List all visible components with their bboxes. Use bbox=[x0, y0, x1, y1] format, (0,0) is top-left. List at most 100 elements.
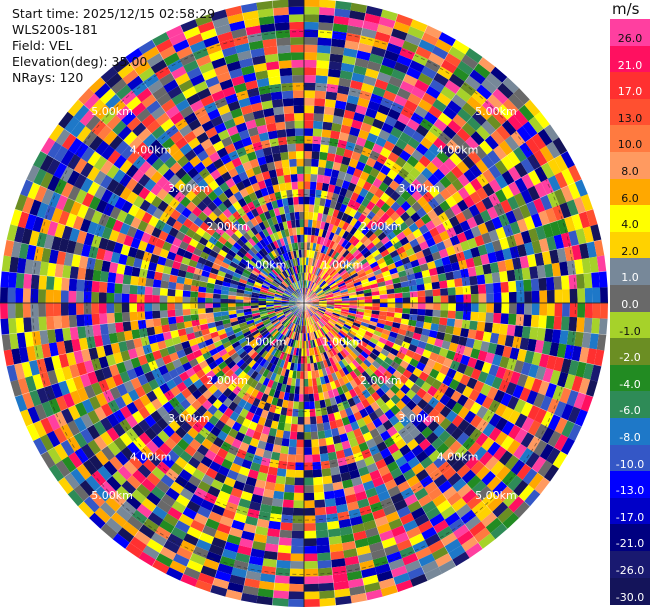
velocity-gate bbox=[138, 432, 152, 446]
velocity-gate bbox=[159, 295, 168, 303]
velocity-gate bbox=[323, 206, 330, 215]
velocity-gate bbox=[466, 475, 482, 490]
velocity-gate bbox=[518, 104, 535, 122]
velocity-gate bbox=[407, 26, 425, 40]
velocity-gate bbox=[332, 289, 341, 294]
velocity-gate bbox=[288, 439, 297, 448]
ray-separator bbox=[303, 239, 602, 304]
velocity-gate bbox=[265, 276, 274, 283]
velocity-gate bbox=[364, 13, 381, 24]
velocity-gate bbox=[321, 316, 329, 323]
velocity-gate bbox=[169, 161, 182, 174]
velocity-gate bbox=[150, 532, 168, 547]
velocity-gate bbox=[281, 318, 288, 325]
range-ring-label: 1.00km bbox=[322, 335, 364, 348]
velocity-gate bbox=[220, 154, 232, 165]
velocity-gate bbox=[294, 308, 300, 316]
velocity-gate bbox=[218, 348, 228, 357]
velocity-gate bbox=[217, 129, 230, 141]
velocity-gate bbox=[211, 335, 221, 344]
velocity-gate bbox=[408, 373, 419, 384]
velocity-gate bbox=[200, 94, 215, 107]
velocity-gate bbox=[130, 320, 139, 331]
velocity-gate bbox=[402, 40, 419, 54]
velocity-gate bbox=[250, 246, 259, 255]
velocity-gate bbox=[337, 245, 345, 254]
velocity-gate bbox=[411, 130, 425, 144]
velocity-gate bbox=[286, 136, 296, 145]
velocity-gate bbox=[177, 328, 187, 337]
velocity-gate bbox=[288, 158, 297, 167]
velocity-gate bbox=[271, 98, 284, 108]
velocity-gate bbox=[467, 441, 482, 456]
velocity-gate bbox=[209, 461, 222, 473]
range-ring-labels: 1.00km1.00km1.00km1.00km2.00km2.00km2.00… bbox=[91, 105, 516, 502]
velocity-gate bbox=[493, 282, 502, 294]
velocity-gate bbox=[470, 177, 483, 192]
velocity-gate bbox=[175, 309, 184, 317]
velocity-gate bbox=[273, 582, 290, 592]
velocity-gate bbox=[23, 317, 32, 333]
velocity-gate bbox=[151, 157, 165, 171]
velocity-gate bbox=[363, 358, 372, 368]
velocity-gate bbox=[574, 259, 584, 275]
velocity-gate bbox=[366, 220, 376, 230]
velocity-gate bbox=[433, 181, 446, 193]
velocity-gate bbox=[456, 231, 468, 244]
velocity-gate bbox=[136, 87, 153, 103]
velocity-gate bbox=[366, 355, 375, 364]
velocity-gate bbox=[326, 83, 339, 93]
velocity-gate bbox=[304, 394, 310, 402]
velocity-gate bbox=[145, 278, 154, 288]
velocity-gate bbox=[172, 375, 183, 386]
ray-separator bbox=[6, 302, 305, 367]
velocity-gate bbox=[182, 303, 191, 310]
velocity-gate bbox=[284, 345, 290, 354]
velocity-gate bbox=[500, 435, 515, 451]
velocity-gate bbox=[345, 373, 354, 382]
velocity-gate bbox=[426, 161, 439, 174]
velocity-gate bbox=[366, 60, 382, 72]
velocity-gate bbox=[277, 255, 284, 264]
velocity-gate bbox=[569, 288, 578, 303]
velocity-gate bbox=[352, 395, 361, 405]
velocity-gate bbox=[289, 284, 296, 292]
velocity-gate bbox=[365, 68, 380, 79]
elevation-label: Elevation(deg): 35.00 bbox=[12, 54, 148, 69]
velocity-gate bbox=[391, 145, 404, 157]
velocity-gate bbox=[252, 289, 260, 294]
velocity-gate bbox=[105, 496, 121, 512]
velocity-gate bbox=[159, 546, 177, 561]
velocity-gate bbox=[329, 318, 337, 324]
velocity-gate bbox=[502, 247, 513, 261]
velocity-gate bbox=[55, 128, 71, 146]
velocity-gate bbox=[41, 343, 52, 359]
velocity-gate bbox=[304, 386, 309, 395]
velocity-gate bbox=[214, 320, 224, 327]
velocity-gate bbox=[331, 225, 338, 234]
velocity-gate bbox=[51, 382, 63, 399]
velocity-gate bbox=[183, 277, 193, 286]
velocity-gate bbox=[227, 391, 237, 402]
velocity-gate bbox=[25, 375, 37, 393]
velocity-gate bbox=[323, 273, 330, 281]
velocity-gate bbox=[213, 340, 223, 348]
velocity-gate bbox=[283, 319, 290, 327]
velocity-gate bbox=[293, 363, 298, 371]
velocity-gate bbox=[314, 286, 321, 293]
velocity-gate bbox=[473, 145, 488, 160]
velocity-gate bbox=[121, 111, 137, 126]
velocity-gate bbox=[93, 170, 107, 186]
velocity-gate bbox=[76, 303, 84, 315]
velocity-gate bbox=[342, 325, 351, 332]
velocity-gate bbox=[195, 242, 206, 252]
velocity-gate bbox=[390, 432, 403, 444]
ray-separator bbox=[303, 302, 551, 482]
velocity-gate bbox=[469, 401, 482, 415]
velocity-gate bbox=[266, 293, 275, 297]
velocity-gate bbox=[304, 530, 317, 539]
velocity-gate bbox=[390, 28, 408, 41]
velocity-gate bbox=[239, 235, 249, 244]
velocity-gate bbox=[55, 460, 71, 478]
velocity-gate bbox=[521, 173, 535, 190]
